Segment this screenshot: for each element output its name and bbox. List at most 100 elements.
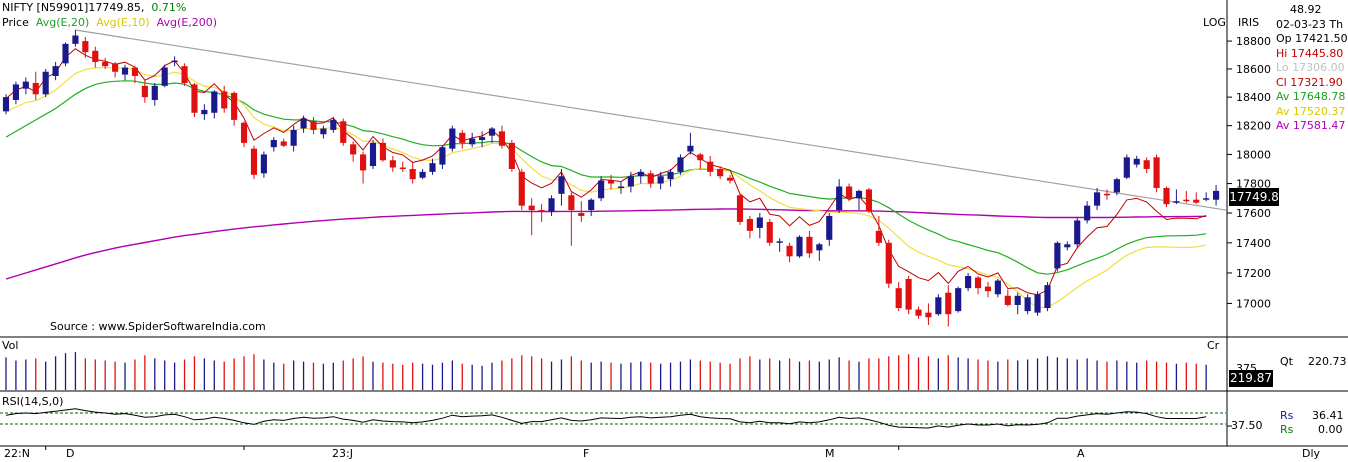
candle-body bbox=[568, 195, 575, 211]
y-tick-label: 17000 bbox=[1236, 297, 1271, 310]
x-label-apr: A bbox=[1077, 447, 1085, 460]
rs-label: Rs bbox=[1280, 409, 1294, 422]
candle-body bbox=[558, 176, 565, 194]
x-label-dec: D bbox=[66, 447, 75, 460]
candle-body bbox=[1133, 158, 1140, 165]
candle-body bbox=[1113, 179, 1120, 193]
candle-body bbox=[1213, 190, 1220, 200]
info-avg1: Av 17648.78 bbox=[1276, 90, 1346, 103]
volume-cr-label: Cr bbox=[1207, 339, 1220, 352]
candle-body bbox=[865, 189, 873, 212]
candle-body bbox=[508, 142, 515, 169]
qt-label: Qt bbox=[1280, 355, 1293, 368]
candle-body bbox=[588, 199, 595, 211]
info-panel: 48.92 02-03-23 Th Op 17421.50 Hi 17445.8… bbox=[1276, 3, 1348, 134]
log-scale-toggle[interactable]: LOG bbox=[1203, 16, 1226, 29]
candle-body bbox=[112, 63, 119, 72]
candle-body bbox=[895, 288, 902, 309]
candle-body bbox=[974, 277, 982, 289]
y-tick-label: 17800 bbox=[1236, 178, 1271, 191]
candle-body bbox=[627, 176, 634, 187]
x-label-jan: 23:J bbox=[332, 447, 353, 460]
iris-label: IRIS bbox=[1238, 16, 1260, 29]
y-tick-label: 18800 bbox=[1236, 35, 1271, 48]
candle-body bbox=[469, 138, 476, 145]
candle-body bbox=[32, 83, 39, 95]
candle-body bbox=[82, 41, 89, 53]
candle-body bbox=[379, 142, 386, 161]
candle-body bbox=[161, 67, 168, 86]
volume-marker: 219.87 bbox=[1229, 370, 1273, 387]
candle-body bbox=[290, 129, 297, 146]
candle-body bbox=[578, 213, 585, 216]
candle-body bbox=[915, 309, 922, 316]
candle-body bbox=[548, 198, 555, 212]
candle-body bbox=[399, 167, 406, 170]
rs2-label: Rs bbox=[1280, 423, 1294, 436]
candle-body bbox=[736, 195, 744, 222]
ema20-line bbox=[5, 80, 1207, 275]
candle-body bbox=[717, 168, 724, 177]
candle-body bbox=[151, 85, 158, 100]
candle-body bbox=[330, 119, 337, 130]
candle-body bbox=[726, 177, 734, 181]
candle-body bbox=[479, 137, 486, 140]
candle-body bbox=[796, 236, 803, 257]
candle-body bbox=[191, 84, 198, 113]
candle-body bbox=[449, 128, 456, 149]
info-high: Hi 17445.80 bbox=[1276, 46, 1344, 60]
candle-body bbox=[1014, 295, 1021, 305]
candle-body bbox=[320, 128, 327, 135]
y-tick-label: 17200 bbox=[1236, 267, 1271, 280]
candle-body bbox=[935, 297, 942, 315]
candle-body bbox=[1183, 199, 1190, 202]
volume-label: Vol bbox=[2, 339, 19, 352]
candle-body bbox=[22, 81, 29, 89]
candle-body bbox=[488, 128, 496, 136]
candle-body bbox=[72, 35, 79, 44]
candle-body bbox=[141, 85, 148, 98]
candle-body bbox=[826, 215, 833, 240]
info-open: Op 17421.50 bbox=[1276, 32, 1348, 45]
x-label-mar: M bbox=[825, 447, 835, 460]
qt-value: 220.73 bbox=[1308, 355, 1347, 368]
candle-body bbox=[310, 121, 317, 130]
candle-body bbox=[131, 67, 139, 76]
candle-body bbox=[617, 186, 625, 188]
candle-body bbox=[687, 145, 694, 152]
candle-body bbox=[102, 61, 109, 67]
rs2-value: 0.00 bbox=[1318, 423, 1343, 436]
candle-body bbox=[518, 171, 525, 206]
candle-body bbox=[756, 217, 763, 228]
info-avg2: Av 17520.37 bbox=[1276, 104, 1346, 118]
candle-body bbox=[746, 218, 753, 231]
candle-body bbox=[607, 180, 615, 184]
info-top-value: 48.92 bbox=[1290, 3, 1322, 16]
candle-body bbox=[429, 163, 436, 172]
y-tick-label: 17400 bbox=[1236, 237, 1271, 250]
candle-body bbox=[598, 180, 605, 199]
candle-body bbox=[300, 118, 307, 129]
y-tick-label: 17600 bbox=[1236, 207, 1271, 220]
candle-body bbox=[42, 71, 49, 95]
candle-body bbox=[1044, 285, 1051, 309]
legend-ema10: Avg(E,10) bbox=[96, 16, 150, 29]
candle-body bbox=[984, 286, 992, 292]
candle-body bbox=[677, 157, 684, 172]
candle-body bbox=[121, 67, 129, 75]
candle-body bbox=[270, 139, 277, 148]
y-tick-label: 18200 bbox=[1236, 120, 1271, 133]
trend-line bbox=[75, 29, 1227, 211]
y-tick-label: 18600 bbox=[1236, 63, 1271, 76]
candle-body bbox=[389, 160, 396, 168]
ema200-line bbox=[5, 208, 1207, 280]
candle-body bbox=[994, 280, 1001, 295]
candle-body bbox=[231, 92, 238, 120]
change-percent: 0.71% bbox=[151, 1, 187, 14]
indicator-legend: Price Avg(E,20) Avg(E,10) Avg(E,200) bbox=[2, 17, 217, 29]
candle-body bbox=[1143, 160, 1150, 169]
candle-body bbox=[340, 121, 347, 143]
y-tick-label: 18000 bbox=[1236, 148, 1271, 161]
candle-body bbox=[697, 154, 704, 161]
